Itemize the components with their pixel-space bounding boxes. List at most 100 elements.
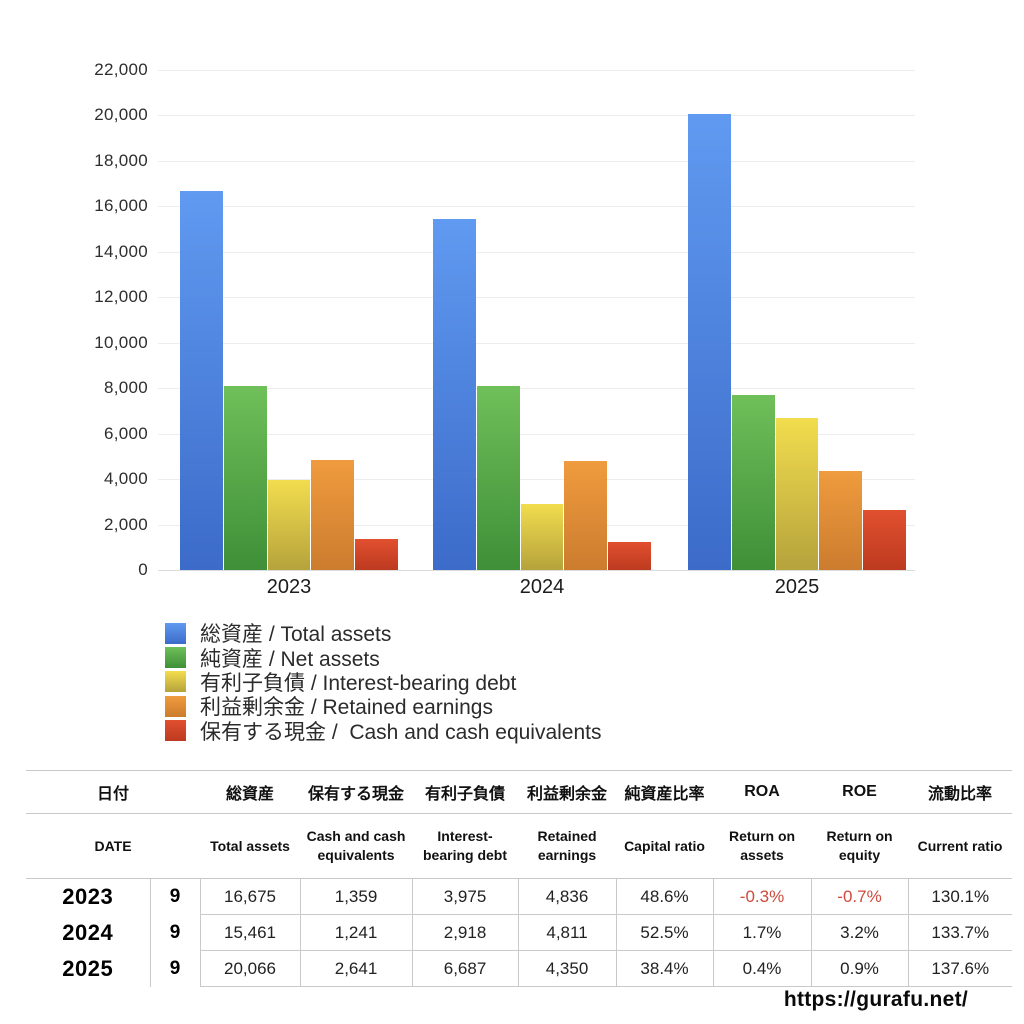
y-axis-tick-label: 14,000 (94, 241, 148, 261)
watermark-url: https://gurafu.net/ (783, 988, 968, 1011)
table-cell-value: -0.3% (712, 878, 812, 915)
table-header-cell: Interest-bearing debt (412, 813, 519, 879)
legend-label: 総資産 / Total assets (200, 623, 392, 647)
table-row: 2024 9 15,461 1,241 2,918 4,811 52.5% 1.7% 3.2% 1… (26, 914, 1013, 951)
y-axis-tick-label: 0 (138, 560, 148, 579)
table-cell-value: 3,975 (411, 878, 519, 915)
table-header-cell: Retained earnings (518, 813, 617, 879)
table-header-cell: 日付 (26, 770, 201, 814)
bar (267, 479, 311, 570)
legend-swatch (165, 647, 186, 669)
table-cell-year: 2025 (62, 955, 114, 981)
bar (688, 113, 731, 570)
x-axis-label: 2024 (519, 576, 565, 598)
table-cell-year: 2024 (62, 919, 114, 945)
bar (819, 471, 863, 570)
y-axis-tick-label: 8,000 (103, 378, 148, 398)
y-axis-tick-label: 20,000 (94, 105, 148, 125)
bar (311, 460, 355, 570)
table-cell-value: 137.6% (907, 950, 1013, 987)
bar (433, 218, 476, 570)
table-head: 日付 総資産 保有する現金 有利子負債 利益剰余金 純資産比率 ROA ROE 流動比率 DATE… (26, 770, 1013, 879)
legend-swatch (165, 695, 186, 717)
chart-legend: 総資産 / Total assets 純資産 / Net assets 有利子負債 … (165, 621, 602, 744)
table-header-cell: 純資産比率 (616, 770, 714, 814)
legend-label: 利益剰余金 / Retained earnings (200, 696, 493, 720)
table-cell-value: 133.7% (907, 914, 1013, 951)
data-table: 日付 総資産 保有する現金 有利子負債 利益剰余金 純資産比率 ROA ROE 流動比率 DATE… (26, 770, 1013, 987)
legend-item: 有利子負債 / Interest-bearing debt (165, 670, 602, 695)
legend-item: 利益剰余金 / Retained earnings (165, 694, 602, 720)
table-cell-value: 20,066 (199, 950, 301, 987)
legend-item: 純資産 / Net assets (165, 645, 602, 671)
table-header-cell: Total assets (200, 813, 301, 879)
table-header-row-en: DATE Total assets Cash and cash equivalent… (26, 813, 1013, 879)
gridline (158, 297, 915, 299)
table-cell-year: 2023 (62, 883, 114, 909)
gridline (158, 342, 915, 344)
bar (564, 460, 608, 570)
table-header-cell: Cash and cash equivalents (300, 813, 413, 879)
y-axis-tick-label: 2,000 (103, 514, 148, 534)
y-axis-tick-label: 10,000 (94, 332, 148, 352)
y-axis-tick-label: 22,000 (94, 60, 148, 79)
gridline (158, 206, 915, 208)
legend-item: 保有する現金 / Cash and cash equivalents (165, 719, 602, 744)
table-cell-value: 15,461 (199, 914, 301, 951)
gridline (158, 70, 915, 71)
table-header-cell: ROE (811, 770, 909, 814)
y-axis-tick-label: 6,000 (103, 423, 148, 443)
y-axis-tick-label: 12,000 (94, 287, 148, 307)
table-cell-value: 3.2% (810, 914, 909, 951)
gridline (158, 433, 915, 435)
table-cell-value: 4,350 (517, 950, 617, 987)
y-axis-tick-label: 4,000 (103, 469, 148, 489)
table-cell-month: 9 (149, 878, 201, 915)
table-header-cell: 有利子負債 (412, 770, 519, 814)
table-header-cell: 総資産 (200, 770, 301, 814)
bar (863, 509, 906, 570)
bar (355, 539, 398, 570)
table-cell-value: 48.6% (615, 878, 714, 915)
bar-group-2023 (180, 191, 398, 570)
table-header-row-jp: 日付 総資産 保有する現金 有利子負債 利益剰余金 純資産比率 ROA ROE 流動比率 (26, 770, 1013, 814)
table-body: 2023 9 16,675 1,359 3,975 4,836 48.6% -0.3% -0.7… (26, 878, 1013, 987)
y-axis-labels: 0 2,000 4,000 6,000 8,000 10,000 12,000 14,000 1… (0, 60, 148, 579)
bar (476, 385, 520, 570)
table-cell-value: 2,918 (411, 914, 519, 951)
bar-group-2025 (688, 113, 906, 570)
table-cell-value: 1,241 (299, 914, 413, 951)
legend-item: 総資産 / Total assets (165, 621, 602, 647)
legend-label: 純資産 / Net assets (200, 647, 380, 671)
bar (180, 191, 223, 570)
table-cell-value: 4,836 (517, 878, 617, 915)
gridline (158, 251, 915, 253)
table-header-cell: 流動比率 (908, 770, 1013, 814)
table-cell-value: 1,359 (299, 878, 413, 915)
gridline (158, 479, 915, 481)
table-row: 2023 9 16,675 1,359 3,975 4,836 48.6% -0.3% -0.7… (26, 878, 1013, 915)
gridline (158, 388, 915, 390)
table-cell-month: 9 (149, 914, 201, 951)
table-header-cell: DATE (26, 813, 201, 879)
bar (731, 394, 775, 570)
table-cell-value: 130.1% (907, 878, 1013, 915)
table-cell-value: 6,687 (411, 950, 519, 987)
table-cell-value: 1.7% (712, 914, 812, 951)
table-header-cell: 利益剰余金 (518, 770, 617, 814)
gridline (158, 115, 915, 117)
table-header-cell: Return on assets (713, 813, 812, 879)
legend-swatch (165, 671, 186, 693)
table-header-cell: Return on equity (811, 813, 909, 879)
table-cell-value: 38.4% (615, 950, 714, 987)
x-axis-label: 2025 (774, 576, 820, 598)
table-row: 2025 9 20,066 2,641 6,687 4,350 38.4% 0.4% 0.9% 1… (26, 950, 1013, 987)
table-header-cell: Current ratio (908, 813, 1013, 879)
table-cell-value: 0.4% (712, 950, 812, 987)
table-cell-value: -0.7% (810, 878, 909, 915)
legend-label: 保有する現金 / Cash and cash equivalents (200, 720, 602, 744)
table-cell-value: 16,675 (199, 878, 301, 915)
bar-group-2024 (433, 218, 651, 570)
x-axis-label: 2023 (266, 576, 312, 598)
